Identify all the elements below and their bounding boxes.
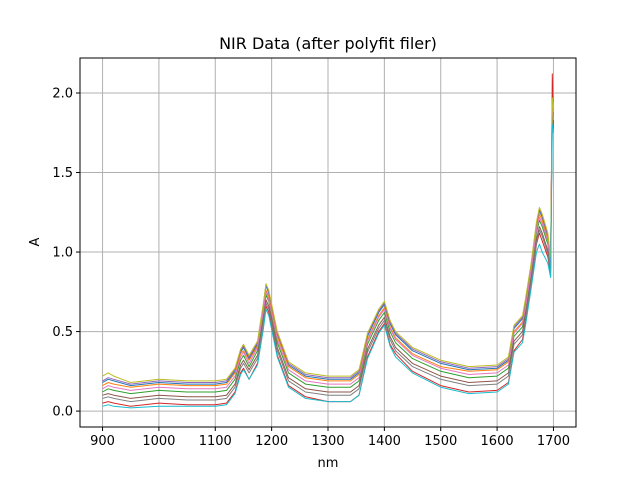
series-line bbox=[102, 103, 554, 391]
y-tick-label: 2.0 bbox=[52, 86, 73, 101]
y-tick-label: 0.0 bbox=[52, 405, 73, 420]
x-tick-label: 1700 bbox=[537, 434, 570, 449]
x-axis: 900 1000 1100 1200 1300 1400 1500 1600 1700 bbox=[90, 427, 570, 449]
chart-title: NIR Data (after polyfit filer) bbox=[219, 34, 437, 53]
x-axis-label: nm bbox=[318, 456, 339, 471]
x-tick-label: 1100 bbox=[199, 434, 232, 449]
y-tick-label: 0.5 bbox=[52, 325, 73, 340]
series-line bbox=[102, 124, 554, 409]
y-tick-label: 1.5 bbox=[52, 166, 73, 181]
x-tick-label: 1500 bbox=[424, 434, 457, 449]
y-tick-label: 1.0 bbox=[52, 246, 73, 261]
x-tick-label: 1600 bbox=[481, 434, 514, 449]
x-tick-label: 1200 bbox=[255, 434, 288, 449]
series-line bbox=[102, 116, 554, 403]
x-tick-label: 900 bbox=[90, 434, 115, 449]
x-tick-label: 1000 bbox=[142, 434, 175, 449]
series-line bbox=[102, 97, 554, 383]
x-tick-label: 1400 bbox=[368, 434, 401, 449]
x-tick-label: 1300 bbox=[311, 434, 344, 449]
y-axis: 0.0 0.5 1.0 1.5 2.0 bbox=[52, 86, 80, 420]
y-axis-label: A bbox=[28, 237, 43, 246]
series-group bbox=[102, 73, 554, 409]
